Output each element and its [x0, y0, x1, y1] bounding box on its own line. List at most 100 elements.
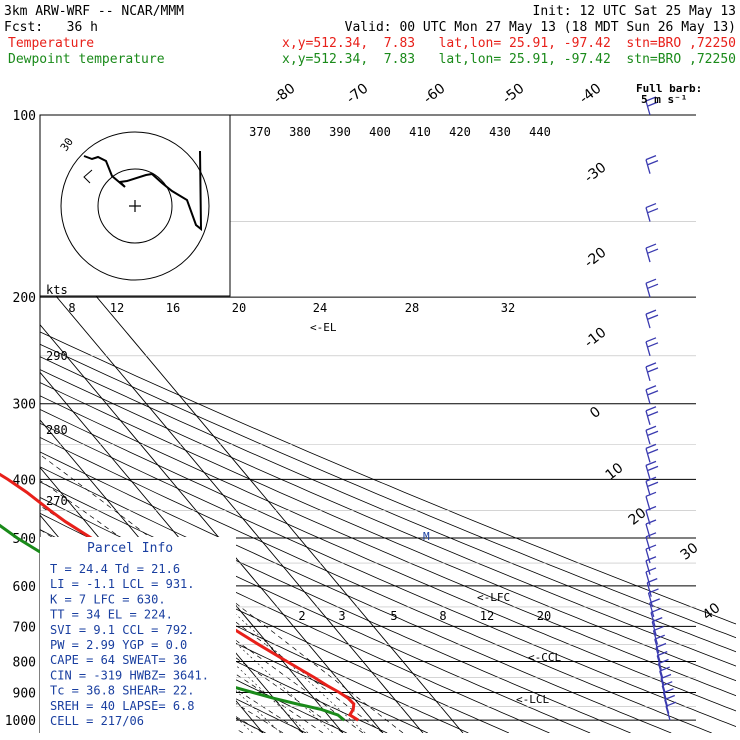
isotherm-line: [40, 371, 344, 733]
barb-legend-line2: 5 m s⁻¹: [641, 93, 687, 106]
wind-barb-flag: [645, 309, 657, 315]
pressure-label-100: 100: [13, 109, 36, 124]
dewpoint-location: x,y=512.34, 7.83 lat,lon= 25.91, -97.42 …: [282, 52, 736, 67]
pressure-label-500: 500: [13, 532, 36, 547]
theta-label: 400: [369, 125, 391, 139]
wind-barb: [649, 602, 655, 618]
temperature-legend: Temperature: [8, 36, 94, 51]
wind-barb-flag: [647, 342, 659, 348]
theta-label: 390: [329, 125, 351, 139]
wind-barb-flag: [645, 460, 657, 466]
wind-barb: [645, 510, 651, 525]
parcel-info-title: Parcel Info: [87, 541, 173, 556]
mixing-ratio-label: 5: [390, 609, 397, 623]
mixing-ratio-label: 3: [338, 609, 345, 623]
hodograph-speed-label: 20: [232, 301, 246, 315]
lcl-annotation: <-LCL: [516, 693, 549, 706]
wind-barb-flag: [659, 666, 670, 672]
dry-adiabat-line: [40, 395, 736, 697]
parcel-info-row: K = 7 LFC = 630.: [50, 592, 166, 606]
parcel-info-row: SVI = 9.1 CCL = 792.: [50, 623, 195, 637]
hodograph-ring: [60, 131, 210, 281]
hodograph-trace: [83, 150, 203, 232]
wind-barb-flag: [645, 567, 657, 573]
pressure-label-300: 300: [13, 398, 36, 413]
dry-adiabat-line: [40, 331, 736, 625]
wind-barb-flag: [645, 519, 657, 525]
wind-barb: [657, 663, 664, 678]
lfc-annotation: <-LFC: [477, 591, 510, 604]
theta-label: 370: [249, 125, 271, 139]
parcel-info-row: TT = 34 EL = 224.: [50, 608, 173, 622]
wind-barb-flag: [647, 481, 659, 487]
wind-barb-flag: [645, 491, 657, 497]
dry-adiabat-line: [40, 382, 736, 682]
pressure-label-1000: 1000: [5, 714, 36, 729]
wind-barb-flag: [645, 243, 657, 249]
wind-barb-flag: [647, 390, 659, 396]
wind-barb-flag: [647, 207, 659, 214]
wind-barb-flag: [645, 385, 657, 391]
wind-barb-flag: [645, 425, 657, 431]
theta-label-left: 290: [46, 349, 68, 363]
dewpoint-legend: Dewpoint temperature: [8, 52, 165, 67]
parcel-info-row: LI = -1.1 LCL = 931.: [50, 577, 195, 591]
parcel-info-background: [40, 537, 236, 737]
hodograph-speed-label: 24: [313, 301, 327, 315]
wind-barb-flag: [647, 160, 659, 166]
parcel-info-row: T = 24.4 Td = 21.6: [50, 562, 180, 576]
wind-barb-flag: [645, 556, 657, 562]
wind-barb-flag: [657, 651, 668, 657]
isotherm-line: [40, 228, 464, 733]
wind-barb-flag: [645, 96, 657, 102]
valid-time: Valid: 00 UTC Mon 27 May 13 (18 MDT Sun …: [345, 20, 736, 35]
mixing-ratio-line: [204, 585, 366, 733]
isotherm-line: [40, 323, 384, 733]
wind-barb-flag: [645, 406, 657, 412]
wind-barb: [655, 647, 661, 662]
hodograph-units: kts: [46, 283, 68, 297]
temperature-location: x,y=512.34, 7.83 lat,lon= 25.91, -97.42 …: [282, 36, 736, 51]
ccl-annotation: <-CCL: [528, 651, 561, 664]
wind-barb: [645, 282, 651, 298]
parcel-info-row: Tc = 36.8 SHEAR= 22.: [50, 684, 195, 698]
wind-barb: [645, 430, 651, 445]
wind-barb: [646, 582, 652, 597]
pressure-label-400: 400: [13, 473, 36, 488]
wind-barb: [662, 692, 669, 707]
dry-adiabat-line: [40, 369, 736, 667]
theta-label: 380: [289, 125, 311, 139]
mixing-ratio-label: 20: [537, 609, 551, 623]
el-annotation: <-EL: [310, 321, 337, 334]
wind-barb: [645, 389, 651, 404]
parcel-info-row: CELL = 217/06: [50, 714, 144, 728]
barb-legend-line1: Full barb:: [636, 82, 702, 95]
hodograph-speed-label: 32: [501, 301, 515, 315]
dry-adiabat-line: [40, 343, 736, 639]
theta-label: 420: [449, 125, 471, 139]
wind-barb: [664, 699, 670, 714]
wind-barb: [645, 100, 651, 116]
wind-barb-flag: [647, 367, 659, 373]
wind-barb-flag: [660, 673, 672, 680]
wind-barb-flag: [647, 465, 659, 471]
wind-barb: [661, 685, 667, 700]
wind-barb: [645, 313, 651, 329]
wind-barb-flag: [645, 505, 657, 512]
hodograph-speed-label: 28: [405, 301, 419, 315]
dry-adiabat-line: [40, 356, 736, 653]
wind-barbs: [645, 96, 677, 721]
wind-barb: [645, 366, 651, 382]
wind-barb-flag: [655, 642, 667, 649]
wind-barb: [645, 560, 651, 575]
mixing-ratio-label: 2: [298, 609, 305, 623]
isotherm-line: [40, 276, 424, 733]
dry-adiabat-line: [40, 451, 672, 733]
pressure-label-900: 900: [13, 686, 36, 701]
parcel-info-row: PW = 2.99 YGP = 0.0: [50, 638, 187, 652]
forecast-hour: Fcst: 36 h: [4, 20, 98, 35]
moist-adiabat-line: [40, 529, 344, 733]
